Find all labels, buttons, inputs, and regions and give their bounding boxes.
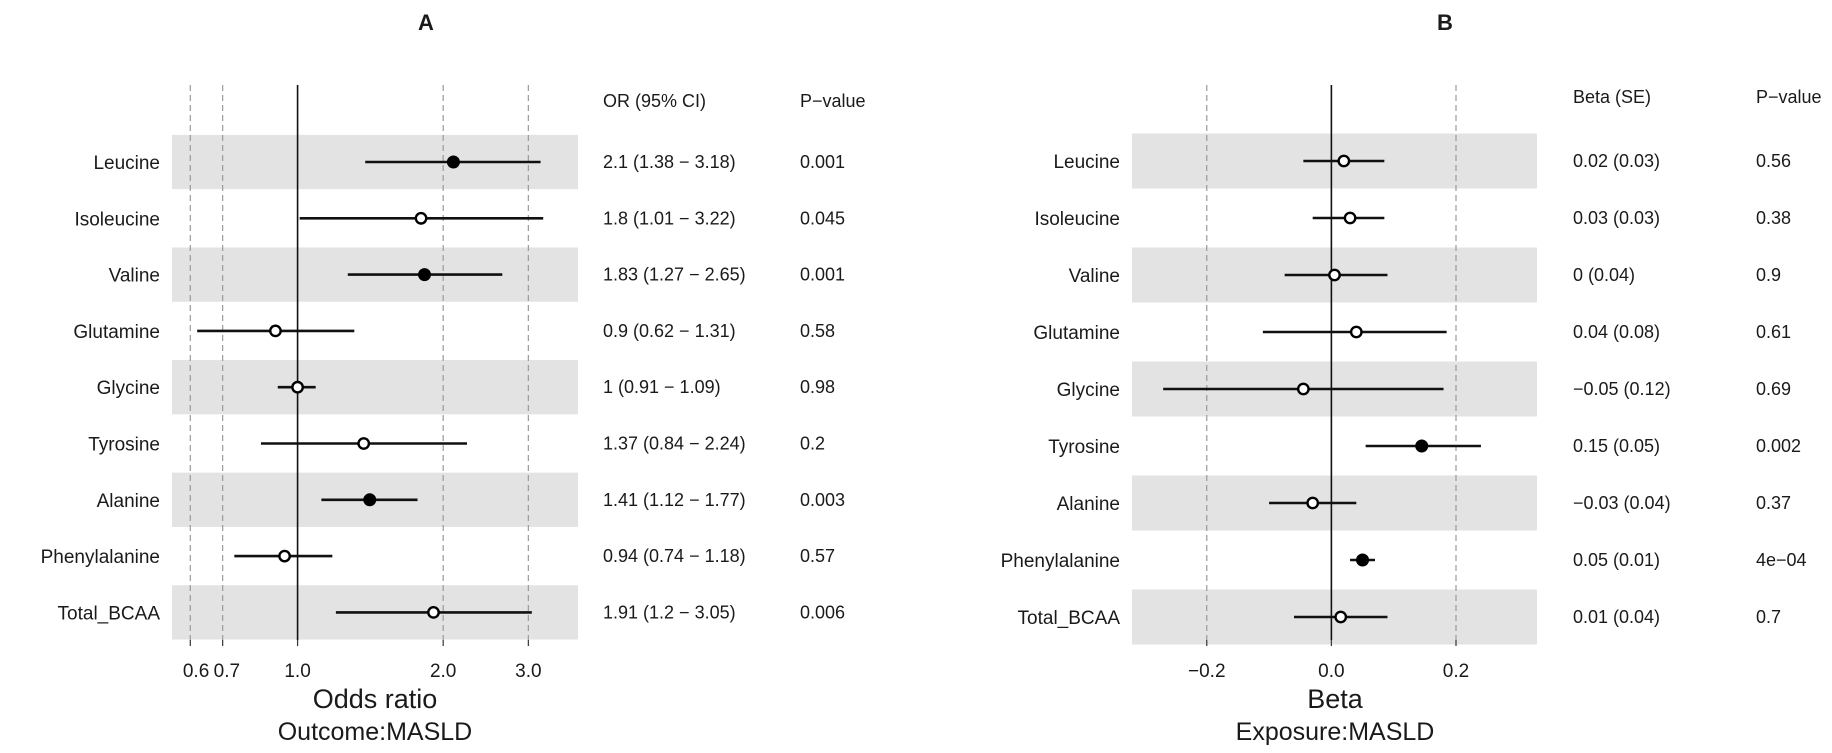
estimate-text: 1.8 (1.01 − 3.22) [603,208,736,228]
estimate-point-open [269,324,282,338]
row-label: Isoleucine [74,209,160,230]
column-header-pvalue: P−value [800,91,866,111]
estimate-text: 1.91 (1.2 − 3.05) [603,602,736,622]
row-label: Tyrosine [88,435,160,456]
pvalue-text: 0.003 [800,490,845,510]
row-label: Glycine [97,378,160,399]
tick-label: 0.6 [183,661,209,682]
column-header-pvalue: P−value [1756,87,1822,107]
row-label: Valine [1069,266,1120,287]
row-label: Phenylalanine [41,547,160,568]
pvalue-text: 0.37 [1756,493,1791,513]
tick-label: −0.2 [1188,661,1226,682]
estimate-text: 0.15 (0.05) [1573,436,1660,456]
pvalue-text: 0.2 [800,434,825,454]
forest-panel-B: B Beta (SE) P−value Leucine 0.02 (0.03) 0.56 I… [1001,10,1822,746]
pvalue-text: 0.045 [800,208,845,228]
row-label: Leucine [93,153,160,174]
estimate-point-filled [1356,553,1370,567]
row-label: Isoleucine [1034,209,1120,230]
pvalue-text: 0.56 [1756,151,1791,171]
tick-label: 2.0 [430,661,456,682]
estimate-point-filled [1415,439,1429,453]
estimate-point-open [278,549,291,563]
pvalue-text: 0.9 [1756,265,1781,285]
estimate-point-filled [363,493,377,507]
estimate-point-open [1349,325,1363,339]
row-label: Glutamine [73,322,160,343]
estimate-text: 0.01 (0.04) [1573,607,1660,627]
panel-title: A [418,10,434,35]
estimate-point-open [414,211,428,225]
tick-label: 0.0 [1318,661,1344,682]
estimate-text: 0.03 (0.03) [1573,208,1660,228]
tick-label: 1.0 [284,661,310,682]
estimate-point-open [1328,268,1341,282]
estimate-text: 0 (0.04) [1573,265,1635,285]
pvalue-text: 0.61 [1756,322,1791,342]
row-band [172,360,578,415]
column-header-estimate: Beta (SE) [1573,87,1651,107]
row-label: Alanine [97,491,160,512]
estimate-text: 1.83 (1.27 − 2.65) [603,265,746,285]
pvalue-text: 0.001 [800,152,845,172]
x-axis-title: Odds ratio [313,684,438,714]
pvalue-text: 0.58 [800,321,835,341]
estimate-text: 2.1 (1.38 − 3.18) [603,152,736,172]
estimate-text: 0.9 (0.62 − 1.31) [603,321,736,341]
estimate-point-open [427,606,440,619]
estimate-text: 0.94 (0.74 − 1.18) [603,546,746,566]
pvalue-text: 4e−04 [1756,550,1807,570]
row-label: Phenylalanine [1001,551,1120,572]
tick-label: 0.2 [1443,661,1469,682]
estimate-text: 0.05 (0.01) [1573,550,1660,570]
pvalue-text: 0.98 [800,377,835,397]
row-label: Glycine [1057,380,1120,401]
estimate-point-open [1334,610,1348,624]
estimate-point-filled [446,155,460,169]
row-label: Total_BCAA [1018,608,1121,629]
estimate-point-open [1296,382,1310,396]
pvalue-text: 0.69 [1756,379,1791,399]
estimate-text: 1 (0.91 − 1.09) [603,377,721,397]
row-label: Alanine [1057,494,1120,515]
estimate-text: −0.05 (0.12) [1573,379,1671,399]
panel-title: B [1437,10,1453,35]
tick-label: 0.7 [214,661,240,682]
pvalue-text: 0.57 [800,546,835,566]
x-axis-subtitle: Outcome:MASLD [278,718,473,746]
row-label: Tyrosine [1048,437,1120,458]
estimate-point-open [357,437,371,450]
row-label: Valine [109,266,160,287]
estimate-point-open [1306,496,1320,510]
pvalue-text: 0.001 [800,265,845,285]
estimate-text: −0.03 (0.04) [1573,493,1671,513]
x-axis-title: Beta [1307,684,1364,714]
x-axis-subtitle: Exposure:MASLD [1236,718,1435,746]
pvalue-text: 0.006 [800,602,845,622]
pvalue-text: 0.7 [1756,607,1781,627]
column-header-estimate: OR (95% CI) [603,91,706,111]
pvalue-text: 0.002 [1756,436,1801,456]
estimate-point-open [1343,211,1357,225]
forest-panel-A: A OR (95% CI) P−value Leucine 2.1 (1.38 − 3.… [41,10,866,746]
estimate-text: 1.37 (0.84 − 2.24) [603,434,746,454]
row-label: Total_BCAA [58,603,161,624]
row-label: Leucine [1053,152,1120,173]
estimate-text: 0.04 (0.08) [1573,322,1660,342]
tick-label: 3.0 [515,661,541,682]
estimate-text: 0.02 (0.03) [1573,151,1660,171]
estimate-point-filled [418,268,432,282]
pvalue-text: 0.38 [1756,208,1791,228]
estimate-point-open [1337,154,1351,168]
estimate-text: 1.41 (1.12 − 1.77) [603,490,746,510]
estimate-point-open [291,380,304,394]
row-label: Glutamine [1033,323,1120,344]
